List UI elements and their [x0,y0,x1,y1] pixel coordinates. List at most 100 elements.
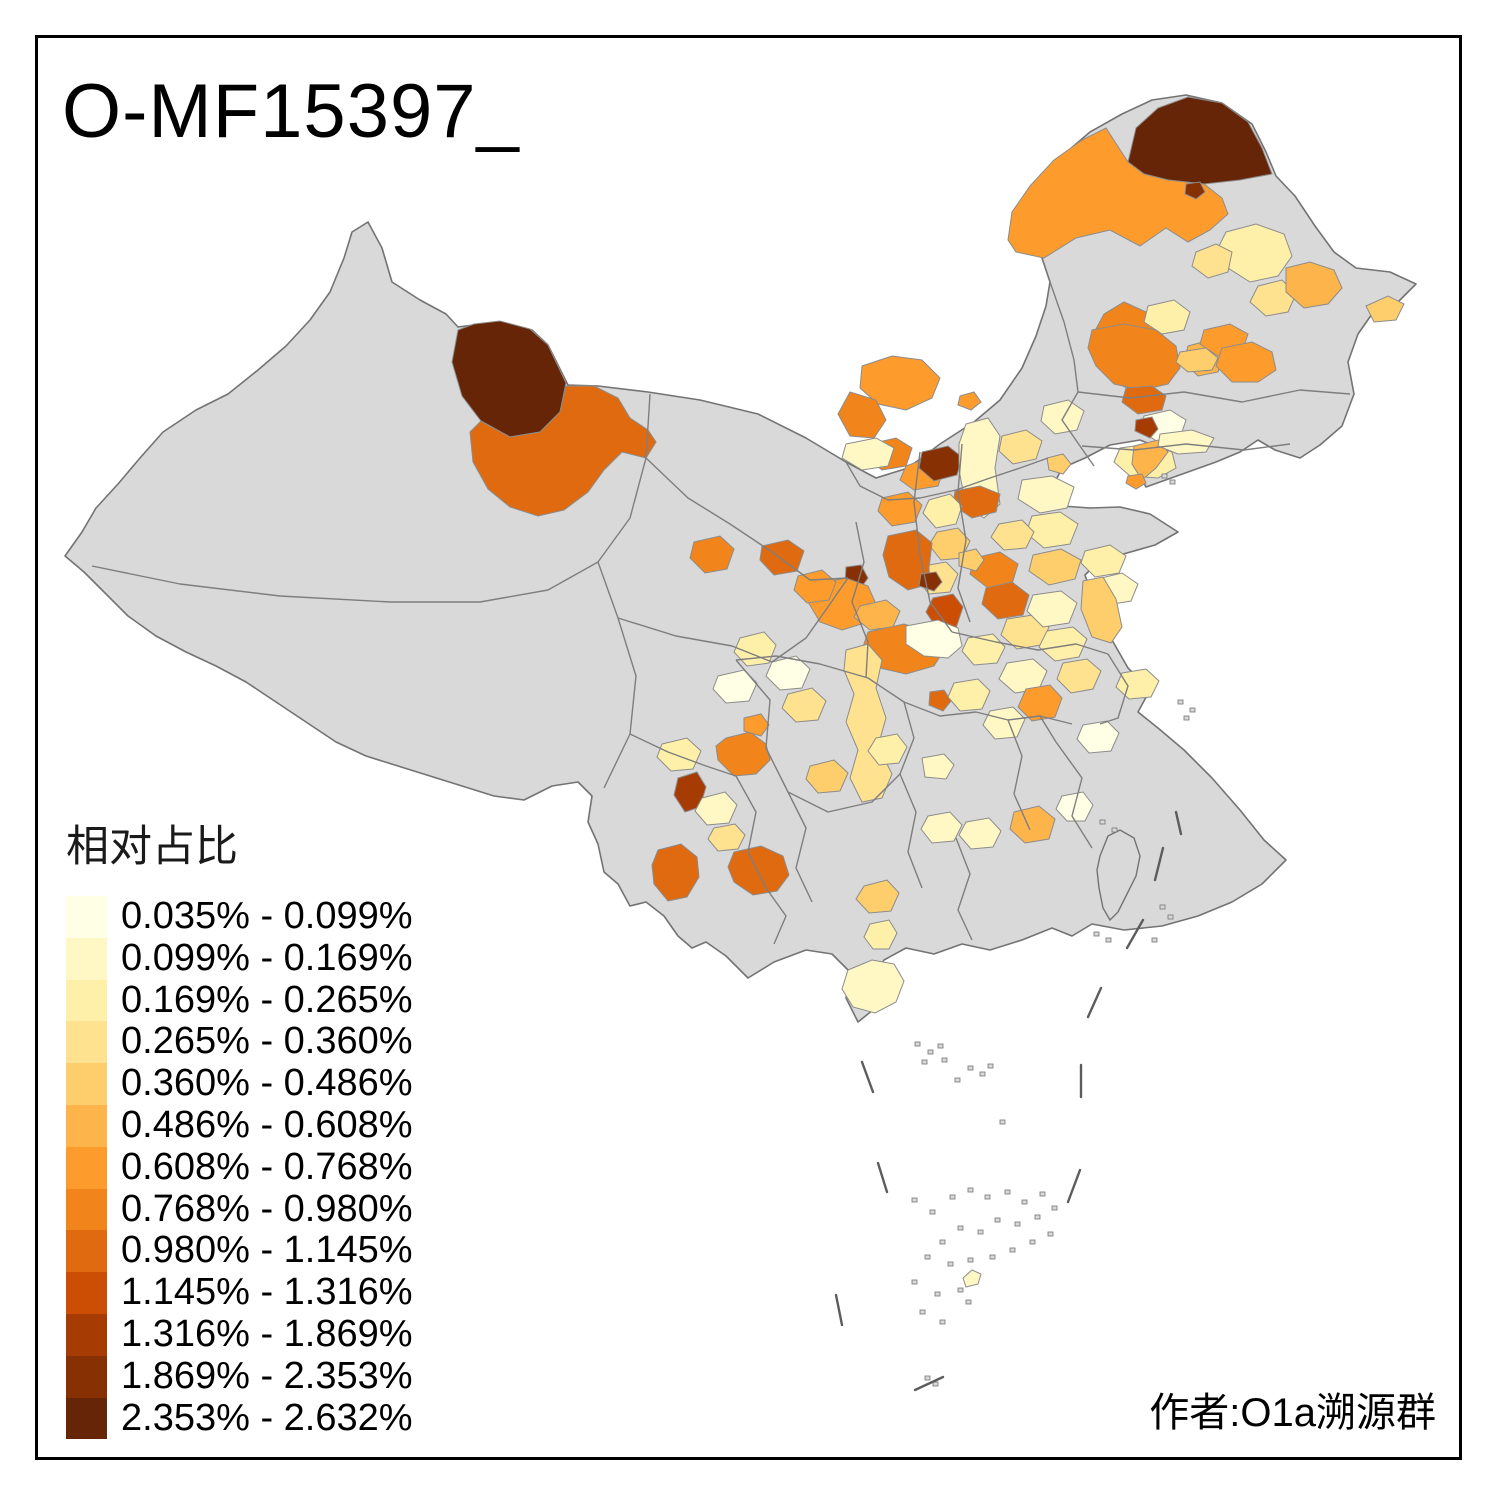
map-region [805,759,849,794]
islet [967,1065,974,1071]
sea-boundary-dash [860,1060,875,1094]
map-region [982,706,1026,740]
province-border [957,443,971,623]
map-region [921,753,955,780]
map-region [1046,453,1072,475]
legend-label: 0.980% - 1.145% [121,1229,413,1272]
islet [1159,904,1166,910]
islet [1047,1231,1054,1237]
province-border [913,451,953,633]
map-region [469,385,657,517]
legend-label: 0.486% - 0.608% [121,1103,413,1146]
map-region [922,493,963,529]
legend-row: 0.486% - 0.608% [66,1103,413,1147]
map-region [1131,439,1169,481]
map-region [958,817,1002,850]
map-region [656,737,702,772]
map-region [957,391,982,411]
map-region [1191,243,1233,279]
map-region [1157,429,1215,455]
legend-swatch [66,1230,107,1273]
map-region [1017,475,1075,514]
islet [911,1279,918,1285]
map-legend: 相对占比 0.035% - 0.099% 0.099% - 0.169% 0.169… [66,812,413,1440]
islet [914,1041,921,1047]
islet [1039,1191,1046,1197]
islet [949,1194,956,1200]
map-region [727,845,790,896]
province-border [1039,715,1057,743]
legend-row: 1.316% - 1.869% [66,1313,413,1356]
province-border [617,577,849,663]
map-region [1365,295,1405,323]
map-region [651,843,700,902]
map-region [781,687,827,723]
map-region [855,879,900,914]
sea-boundary-dash [1174,810,1183,836]
attribution-text: 作者:O1a溯源群 [1149,1391,1436,1435]
islet [939,1239,946,1245]
map-region [1285,261,1343,309]
legend-row: 0.608% - 0.768% [66,1146,413,1189]
islet [929,1209,936,1215]
map-region [998,429,1043,465]
map-region [962,1269,982,1288]
map-region [707,823,746,852]
islet [967,1187,974,1193]
islet [1021,1199,1028,1205]
legend-label: 0.768% - 0.980% [121,1187,413,1230]
islet [1177,699,1184,705]
province-border [1081,443,1291,451]
province-border [597,561,637,789]
map-region [905,619,963,659]
map-region [694,791,738,826]
sea-boundary-dash [834,1293,844,1327]
islet [957,1287,964,1293]
islet [957,1225,964,1231]
province-border [645,457,849,581]
map-region [1007,127,1229,259]
legend-swatch [66,1188,107,1231]
legend-swatch [66,1355,107,1398]
legend-row: 0.360% - 0.486% [66,1062,413,1105]
province-border [1099,653,1129,725]
legend-row: 0.265% - 0.360% [66,1020,413,1064]
map-region [1038,626,1088,662]
province-border [1055,741,1093,849]
islet [967,1257,974,1263]
legend-swatch [66,979,107,1022]
islet [937,1043,944,1049]
map-region [1080,576,1123,644]
map-region [841,437,895,471]
legend-row: 1.145% - 1.316% [66,1271,413,1314]
islet [987,1063,994,1069]
legend-swatch [66,1063,107,1105]
islet [979,1071,986,1077]
map-region [743,713,770,737]
legend-row: 1.869% - 2.353% [66,1355,413,1398]
map-region [859,355,941,411]
islet [1183,715,1190,721]
sea-boundary-dash [1066,1168,1082,1204]
province-border [735,775,787,945]
province-border [899,773,923,889]
map-region [1080,544,1127,578]
legend-label: 0.265% - 0.360% [121,1020,413,1063]
map-region [1184,181,1206,200]
islet [999,1119,1006,1125]
map-region [863,919,898,950]
legend-row: 0.980% - 1.145% [66,1229,413,1273]
sea-boundary-dash [1125,918,1145,950]
small-islands-layer [911,473,1196,1387]
legend-swatch [66,1313,107,1356]
islet [924,1254,931,1260]
islet [1029,1239,1036,1245]
islet [977,1229,984,1235]
islet [939,1319,946,1325]
legend-swatch [66,1397,107,1440]
islet [921,1059,928,1065]
legend-swatch [66,1146,107,1189]
map-region [1087,323,1181,391]
map-region [958,548,985,572]
